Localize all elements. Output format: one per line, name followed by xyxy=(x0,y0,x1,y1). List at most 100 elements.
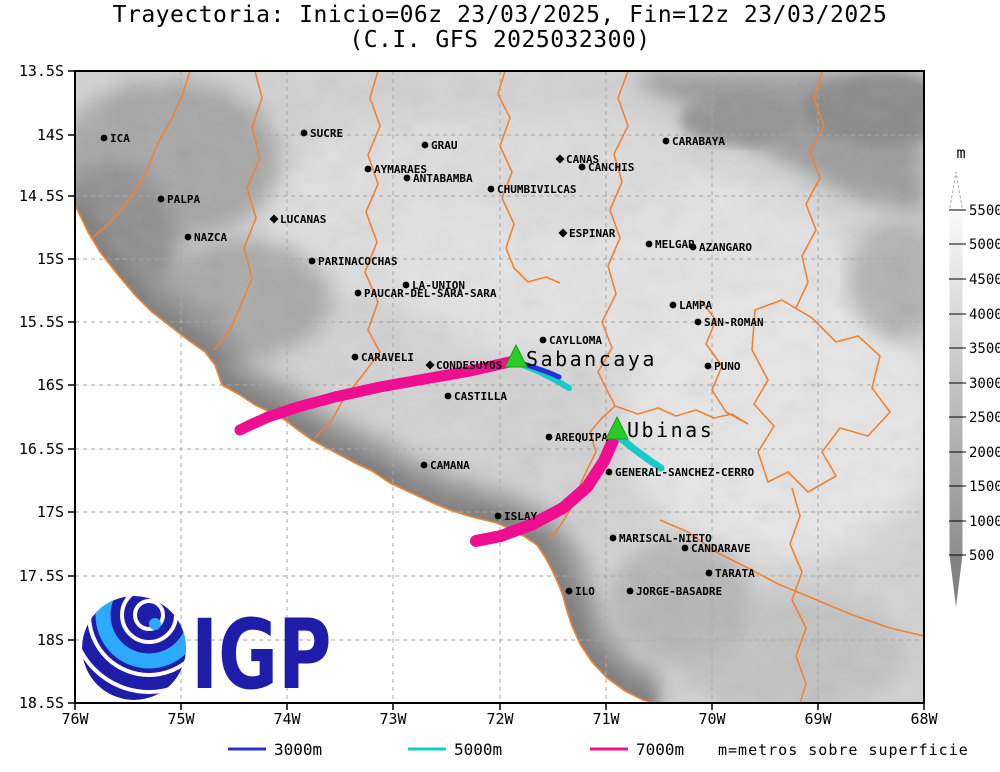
city-label: TARATA xyxy=(715,567,755,580)
y-axis-tick-label: 15.5S xyxy=(19,313,64,331)
city-marker xyxy=(494,512,502,520)
city-label: CARAVELI xyxy=(361,351,414,364)
city-marker xyxy=(681,544,689,552)
city-marker xyxy=(609,534,617,542)
city-label: MARISCAL-NIETO xyxy=(619,532,712,545)
city-marker xyxy=(487,185,495,193)
department-border xyxy=(91,71,191,239)
city-label: LAMPA xyxy=(679,299,712,312)
altitude-legend: 3000m 5000m 7000m m=metros sobre superficie xyxy=(228,740,968,759)
ocean xyxy=(75,205,655,703)
colorbar-tick-label: 5000 xyxy=(969,237,1000,253)
y-axis-tick-label: 14S xyxy=(37,126,64,144)
city-marker xyxy=(662,137,670,145)
city-label: CANCHIS xyxy=(588,161,634,174)
volcano-markers: Sabancaya Ubinas xyxy=(504,343,714,442)
city-marker xyxy=(420,461,428,469)
city-marker xyxy=(421,141,429,149)
city-label: ICA xyxy=(110,132,130,145)
title-block: Trayectoria: Inicio=06z 23/03/2025, Fin=… xyxy=(0,2,1000,53)
y-axis-tick-label: 18.5S xyxy=(19,694,64,712)
legend-label-7000m: 7000m xyxy=(636,740,684,759)
x-axis-tick-label: 75W xyxy=(167,710,195,728)
page-title: Trayectoria: Inicio=06z 23/03/2025, Fin=… xyxy=(112,2,888,28)
city-label: CANDARAVE xyxy=(691,542,751,555)
city-label: PUNO xyxy=(714,360,741,373)
colorbar-top-arrow xyxy=(949,171,963,211)
department-border xyxy=(213,71,263,351)
city-marker xyxy=(545,433,553,441)
city-marker xyxy=(308,257,316,265)
city-marker xyxy=(555,154,565,164)
colorbar-tick-label: 3000 xyxy=(969,376,1000,392)
x-axis-tick-label: 71W xyxy=(592,710,620,728)
city-label: SUCRE xyxy=(310,127,343,140)
city-label: CANAS xyxy=(566,153,599,166)
city-label: PAUCAR-DEL-SARA-SARA xyxy=(364,287,497,300)
city-label: CONDESUYOS xyxy=(436,359,502,372)
colorbar-tick-label: 2500 xyxy=(969,410,1000,426)
department-border xyxy=(659,519,924,637)
x-axis-tick-label: 73W xyxy=(379,710,407,728)
city-marker xyxy=(403,174,411,182)
city-marker xyxy=(669,301,677,309)
city-label: AREQUIPA xyxy=(555,431,608,444)
volcano-label: Ubinas xyxy=(627,418,714,442)
x-axis-tick-label: 68W xyxy=(910,710,938,728)
city-label: ISLAY xyxy=(504,510,537,523)
axes: 76W 75W 74W 73W 72W 71W 70W 69W 68W 13.5S 14S 14.5S… xyxy=(19,62,939,728)
colorbar-tick-label: 5500 xyxy=(969,203,1000,219)
city-marker xyxy=(184,233,192,241)
city-label: ANTABAMBA xyxy=(413,172,473,185)
city-marker xyxy=(578,163,586,171)
department-border xyxy=(548,405,616,541)
igp-logo-text: IGP xyxy=(191,600,331,711)
colorbar-tick-label: 1000 xyxy=(969,514,1000,530)
city-marker xyxy=(626,587,634,595)
city-marker xyxy=(645,240,653,248)
y-axis-tick-label: 13.5S xyxy=(19,62,64,80)
y-axis-tick-label: 15S xyxy=(37,250,64,268)
igp-logo: IGP xyxy=(82,596,331,711)
city-label: LUCANAS xyxy=(280,213,326,226)
ocean-fill xyxy=(75,205,655,703)
city-label: GRAU xyxy=(431,139,458,152)
trajectory-ubinas-7000m xyxy=(470,430,621,547)
city-marker xyxy=(269,214,279,224)
city-label: PARINACOCHAS xyxy=(318,255,397,268)
city-marker xyxy=(694,318,702,326)
city-marker xyxy=(157,195,165,203)
x-axis-tick-label: 76W xyxy=(61,710,89,728)
colorbar-tick-label: 4500 xyxy=(969,272,1000,288)
city-marker xyxy=(351,353,359,361)
colorbar-tick-label: 4000 xyxy=(969,307,1000,323)
elevation-colorbar: m 5500 5000 4500 4000 3500 3000 2500 2000 1500 10… xyxy=(949,144,1000,607)
city-label: CARABAYA xyxy=(672,135,725,148)
city-label: CASTILLA xyxy=(454,390,507,403)
city-label: MELGAR xyxy=(655,238,695,251)
department-border xyxy=(789,487,807,703)
legend-label-3000m: 3000m xyxy=(274,740,322,759)
city-marker xyxy=(539,336,547,344)
x-axis-tick-label: 70W xyxy=(698,710,726,728)
city-label: AYMARAES xyxy=(374,163,427,176)
city-label: NAZCA xyxy=(194,231,227,244)
igp-logo-globe xyxy=(82,596,186,700)
y-axis-tick-label: 18S xyxy=(37,631,64,649)
city-marker xyxy=(354,289,362,297)
y-axis-tick-label: 16S xyxy=(37,376,64,394)
department-border xyxy=(497,71,561,284)
city-marker xyxy=(100,134,108,142)
y-axis-tick-label: 17.5S xyxy=(19,567,64,585)
trajectory-ubinas-5000m xyxy=(614,432,665,472)
department-border xyxy=(699,299,749,425)
city-label: CAMANA xyxy=(430,459,470,472)
city-label: CAYLLOMA xyxy=(549,334,602,347)
city-label: PALPA xyxy=(167,193,200,206)
x-axis-tick-label: 69W xyxy=(804,710,832,728)
department-border xyxy=(751,299,891,493)
city-marker xyxy=(565,587,573,595)
